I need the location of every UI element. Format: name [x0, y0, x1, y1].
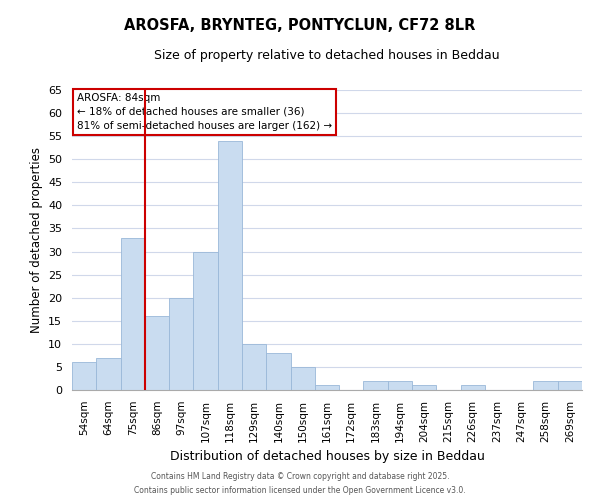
- Title: Size of property relative to detached houses in Beddau: Size of property relative to detached ho…: [154, 50, 500, 62]
- Bar: [533, 381, 558, 390]
- Bar: [193, 252, 218, 390]
- Bar: [96, 358, 121, 390]
- Bar: [290, 367, 315, 390]
- Bar: [412, 386, 436, 390]
- Bar: [388, 381, 412, 390]
- Text: Contains public sector information licensed under the Open Government Licence v3: Contains public sector information licen…: [134, 486, 466, 495]
- Bar: [218, 141, 242, 390]
- Bar: [315, 386, 339, 390]
- Bar: [145, 316, 169, 390]
- Bar: [169, 298, 193, 390]
- Text: Contains HM Land Registry data © Crown copyright and database right 2025.: Contains HM Land Registry data © Crown c…: [151, 472, 449, 481]
- Bar: [242, 344, 266, 390]
- X-axis label: Distribution of detached houses by size in Beddau: Distribution of detached houses by size …: [170, 450, 484, 463]
- Bar: [72, 362, 96, 390]
- Text: AROSFA, BRYNTEG, PONTYCLUN, CF72 8LR: AROSFA, BRYNTEG, PONTYCLUN, CF72 8LR: [124, 18, 476, 32]
- Bar: [121, 238, 145, 390]
- Bar: [558, 381, 582, 390]
- Y-axis label: Number of detached properties: Number of detached properties: [29, 147, 43, 333]
- Text: AROSFA: 84sqm
← 18% of detached houses are smaller (36)
81% of semi-detached hou: AROSFA: 84sqm ← 18% of detached houses a…: [77, 93, 332, 131]
- Bar: [364, 381, 388, 390]
- Bar: [266, 353, 290, 390]
- Bar: [461, 386, 485, 390]
